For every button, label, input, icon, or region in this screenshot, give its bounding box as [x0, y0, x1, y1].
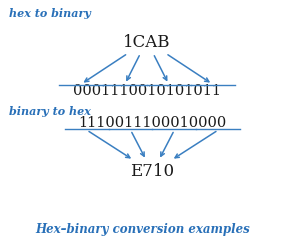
Text: 1CAB: 1CAB	[123, 34, 170, 51]
Text: binary to hex: binary to hex	[9, 106, 90, 117]
Text: Hex–binary conversion examples: Hex–binary conversion examples	[35, 223, 250, 236]
Text: E710: E710	[131, 163, 174, 180]
Text: 1110011100010000: 1110011100010000	[78, 116, 227, 130]
Text: 0001110010101011: 0001110010101011	[73, 84, 221, 98]
Text: hex to binary: hex to binary	[9, 8, 90, 19]
